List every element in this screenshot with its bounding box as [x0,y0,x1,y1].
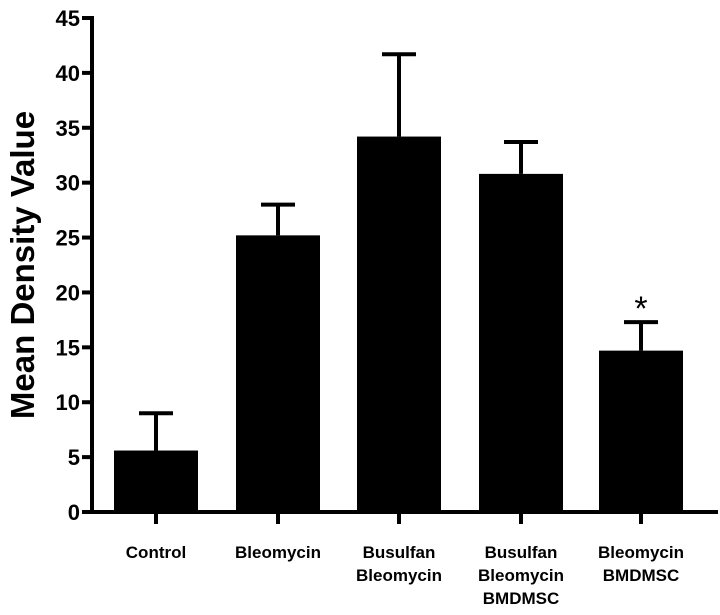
y-tick-label: 10 [56,390,80,415]
x-category-label-line: Busulfan [363,543,436,562]
x-category-label: Bleomycin BMDMSC [598,543,684,585]
significance-marker: * [634,290,647,328]
y-tick-label: 30 [56,171,80,196]
y-axis-label: Mean Density Value [4,111,41,419]
x-category-label-line: BMDMSC [483,589,560,608]
x-category-label-line: Bleomycin [356,566,442,585]
y-tick-label: 15 [56,335,80,360]
y-tick-label: 35 [56,116,80,141]
y-tick-label: 5 [68,445,80,470]
x-category-label-line: BMDMSC [603,566,680,585]
y-tick-label: 40 [56,61,80,86]
x-category-label: Bleomycin [235,543,321,562]
y-tick-label: 45 [56,6,80,31]
x-category-label: Busulfan Bleomycin [356,543,442,585]
x-category-label: Control [126,543,186,562]
y-tick-label: 20 [56,280,80,305]
y-tick-label: 25 [56,226,80,251]
x-category-label-line: Bleomycin [478,566,564,585]
x-category-label: Busulfan Bleomycin BMDMSC [478,543,564,608]
x-category-label-line: Bleomycin [235,543,321,562]
x-category-label-line: Busulfan [485,543,558,562]
y-tick-label: 0 [68,500,80,525]
bar [236,235,320,513]
bar [357,136,441,512]
bar [599,350,683,512]
bar [114,450,198,512]
bar [479,173,563,512]
x-category-label-line: Bleomycin [598,543,684,562]
x-category-label-line: Control [126,543,186,562]
